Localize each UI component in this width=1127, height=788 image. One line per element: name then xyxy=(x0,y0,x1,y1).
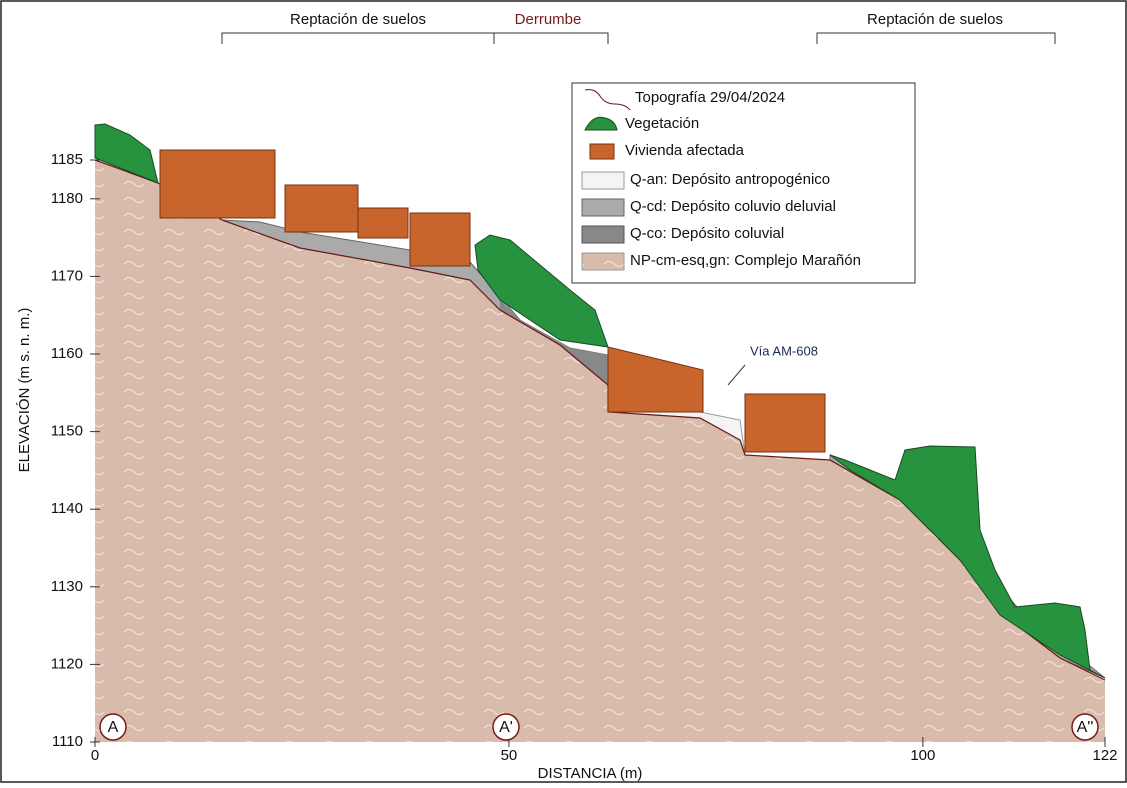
legend-swatch xyxy=(590,144,614,159)
y-tick-label: 1160 xyxy=(51,345,83,362)
y-tick-label: 1185 xyxy=(51,151,83,168)
legend-label: Q-co: Depósito coluvial xyxy=(630,225,784,242)
legend-label: Q-an: Depósito antropogénico xyxy=(630,171,830,188)
annotation: Vía AM-608 xyxy=(750,343,818,358)
legend-swatch xyxy=(582,253,624,270)
legend-label: Vivienda afectada xyxy=(625,142,745,159)
legend-swatch xyxy=(582,199,624,216)
annotation-leader xyxy=(728,365,745,385)
x-tick-label: 50 xyxy=(501,747,518,764)
y-tick-label: 1150 xyxy=(51,423,83,440)
y-axis-label: ELEVACIÓN (m s. n. m.) xyxy=(16,308,33,473)
y-tick-label: 1140 xyxy=(51,500,83,517)
profile: Reptación de suelos Derrumbe Reptación d… xyxy=(0,0,1127,783)
legend-label: NP-cm-esq,gn: Complejo Marañón xyxy=(630,252,861,269)
y-tick-label: 1130 xyxy=(51,578,83,595)
y-tick-label: 1170 xyxy=(51,267,83,284)
x-tick-label: 122 xyxy=(1092,747,1117,764)
section-marker-label: A xyxy=(108,719,119,736)
x-tick-label: 100 xyxy=(910,747,935,764)
bracket-label: Reptación de suelos xyxy=(867,11,1003,28)
legend-swatch xyxy=(582,172,624,189)
x-tick-label: 0 xyxy=(91,747,99,764)
y-tick-label: 1120 xyxy=(51,655,83,672)
legend-swatch xyxy=(582,226,624,243)
legend-label: Vegetación xyxy=(625,115,699,132)
legend-label: Topografía 29/04/2024 xyxy=(635,89,785,106)
bracket-label: Reptación de suelos xyxy=(290,11,426,28)
legend-label: Q-cd: Depósito coluvio deluvial xyxy=(630,198,836,215)
section-marker-label: A'' xyxy=(1077,719,1094,736)
y-tick-label: 1180 xyxy=(51,190,83,207)
y-tick-label: 1110 xyxy=(52,733,83,750)
x-axis-label: DISTANCIA (m) xyxy=(538,765,643,782)
brackets xyxy=(222,33,1055,44)
section-marker-label: A' xyxy=(499,719,513,736)
bracket-label: Derrumbe xyxy=(515,11,582,28)
